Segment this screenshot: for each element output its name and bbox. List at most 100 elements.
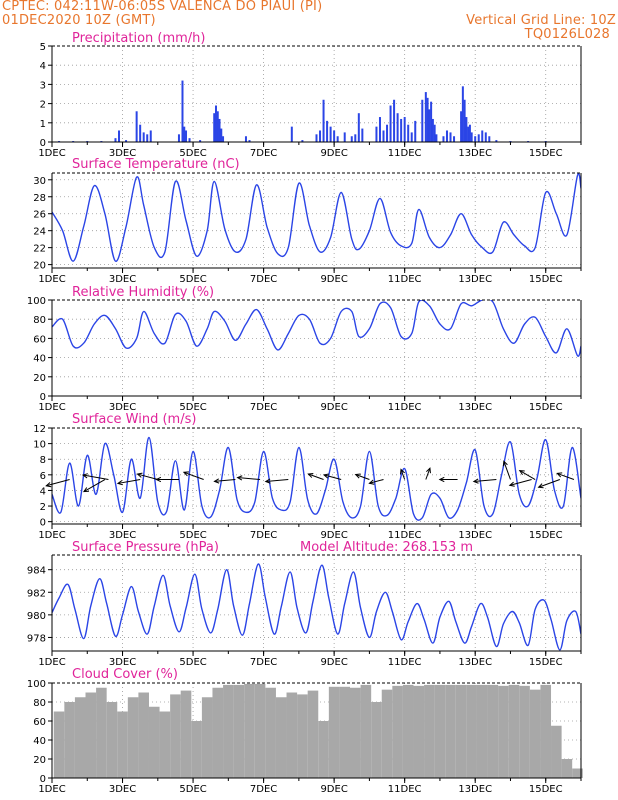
- cloud-bar: [233, 684, 245, 778]
- cloud-bar: [529, 689, 541, 778]
- precip-bar: [410, 132, 413, 142]
- y-tick-label: 4: [40, 486, 46, 497]
- panel-4: Surface Wind (m/s) 0 2 4 6 8 10 12 1DEC 3DEC 5DEC 7…: [33, 412, 582, 541]
- x-tick-label: 15DEC: [529, 148, 563, 159]
- precip-bar: [214, 105, 217, 142]
- wind-vector-head: [307, 472, 314, 478]
- wind-vector: [425, 468, 431, 480]
- cloud-bar: [572, 768, 583, 778]
- panel-annotation: Model Altitude: 268.153 m: [300, 540, 473, 555]
- precip-bar: [354, 134, 357, 142]
- precip-bar: [396, 113, 399, 142]
- precip-bar: [216, 111, 219, 142]
- wind-vector-head: [136, 472, 143, 478]
- precip-bar: [382, 130, 385, 142]
- wind-vector: [183, 471, 204, 480]
- x-tick-label: 11DEC: [388, 148, 422, 159]
- cloud-bar: [64, 702, 75, 778]
- x-tick-label: 13DEC: [458, 657, 492, 668]
- precip-bar: [322, 99, 325, 142]
- wind-vector: [265, 479, 289, 482]
- precip-bar: [474, 136, 477, 142]
- panel-title: Precipitation (mm/h): [72, 31, 205, 46]
- precip-bar: [484, 132, 487, 142]
- cloud-bar: [180, 690, 192, 778]
- precip-bar: [135, 111, 138, 142]
- x-tick-label: 13DEC: [458, 530, 492, 541]
- x-tick-label: 11DEC: [388, 530, 422, 541]
- precip-bar: [414, 120, 417, 142]
- precip-bar: [213, 113, 216, 142]
- y-tick-label: 80: [33, 698, 46, 709]
- precip-bar: [426, 97, 429, 142]
- x-tick-label: 9DEC: [320, 274, 347, 285]
- y-tick-label: 6: [40, 471, 46, 482]
- precip-bar: [453, 136, 456, 142]
- cloud-bar: [275, 697, 287, 778]
- y-tick-label: 22: [33, 244, 46, 255]
- x-tick-label: 7DEC: [250, 148, 277, 159]
- precip-bar: [449, 132, 452, 142]
- series-line: [52, 436, 581, 521]
- cloud-bar: [360, 684, 372, 778]
- precip-bar: [361, 128, 364, 142]
- precip-bar: [477, 134, 480, 142]
- wind-vector: [46, 479, 70, 487]
- cloud-bar: [106, 702, 118, 778]
- x-tick-label: 3DEC: [109, 657, 136, 668]
- header-datetime: 01DEC2020 10Z (GMT): [2, 13, 156, 28]
- cloud-bar: [244, 683, 255, 778]
- x-tick-label: 9DEC: [320, 784, 347, 795]
- wind-vector: [82, 474, 109, 481]
- cloud-bar: [138, 692, 149, 778]
- cloud-bar: [392, 685, 403, 778]
- precip-bar: [118, 130, 121, 142]
- x-tick-label: 1DEC: [38, 274, 65, 285]
- y-tick-label: 24: [33, 227, 46, 238]
- x-tick-label: 9DEC: [320, 402, 347, 413]
- wind-vector-head: [264, 478, 271, 484]
- cloud-bar: [371, 702, 382, 778]
- panel-title: Surface Pressure (hPa): [72, 540, 219, 555]
- x-tick-label: 11DEC: [388, 784, 422, 795]
- y-tick-label: 0: [40, 392, 46, 403]
- x-tick-label: 13DEC: [458, 784, 492, 795]
- x-tick-label: 13DEC: [458, 402, 492, 413]
- precip-bar: [220, 128, 223, 142]
- precip-bar: [431, 118, 434, 142]
- x-tick-label: 5DEC: [179, 657, 206, 668]
- precip-bar: [350, 136, 353, 142]
- x-tick-label: 15DEC: [529, 657, 563, 668]
- precip-bar: [424, 92, 427, 142]
- cloud-bar: [191, 721, 202, 778]
- cloud-bar: [307, 690, 319, 778]
- x-tick-label: 15DEC: [529, 784, 563, 795]
- cloud-bar: [540, 684, 552, 778]
- precip-bar: [465, 117, 468, 142]
- cloud-bar: [413, 685, 425, 778]
- wind-vector-head: [213, 478, 220, 484]
- wind-vector-head: [155, 476, 162, 483]
- cloud-bar: [74, 697, 86, 778]
- y-tick-label: 80: [33, 315, 46, 326]
- wind-vector-head: [426, 467, 431, 474]
- precip-bar: [375, 126, 378, 142]
- cloud-bar: [455, 684, 467, 778]
- wind-vector-head: [556, 472, 563, 478]
- cloud-bar: [339, 686, 351, 778]
- wind-vector: [509, 479, 532, 486]
- x-tick-label: 15DEC: [529, 530, 563, 541]
- series-line: [52, 563, 581, 651]
- wind-vector-head: [82, 487, 89, 493]
- wind-vector: [519, 470, 536, 480]
- precip-bar: [435, 134, 438, 142]
- precip-bar: [428, 109, 431, 142]
- precip-bar: [185, 130, 188, 142]
- y-tick-label: 0: [40, 518, 46, 529]
- precip-bar: [400, 118, 403, 142]
- cloud-bar: [85, 692, 97, 778]
- y-tick-label: 0: [40, 138, 46, 149]
- y-tick-label: 60: [33, 334, 46, 345]
- precip-bar: [181, 80, 184, 142]
